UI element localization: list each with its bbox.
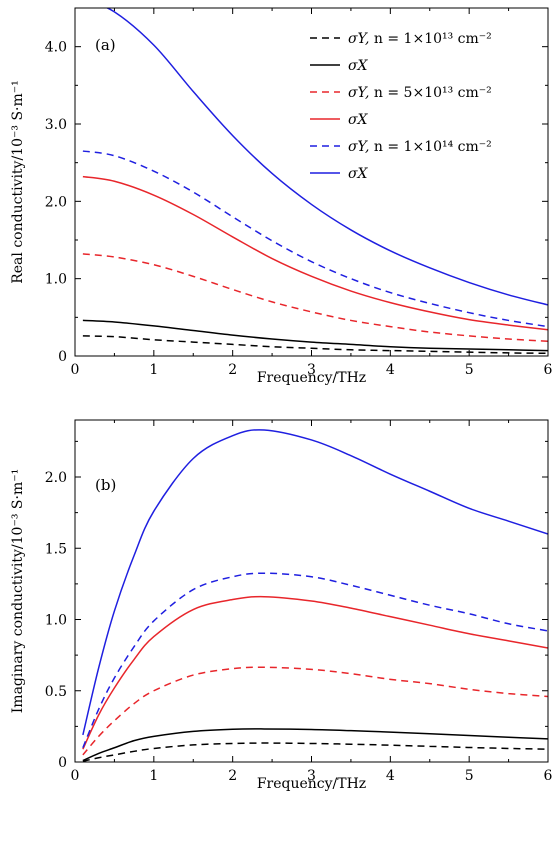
series-line-0	[82, 742, 548, 762]
chart-panel-1: 0 1 2 3 4 5 6 0 0.5 1.0 1.5 2.0 Frequency/THz Imagina…	[10, 419, 553, 792]
y-tick-label: 2.0	[45, 470, 67, 486]
x-tick-label: 3	[307, 768, 316, 784]
plot-frame	[74, 7, 549, 357]
x-tick-label: 5	[465, 768, 474, 784]
y-tick-label: 1.0	[45, 613, 67, 629]
chart-panel-0: 0 1 2 3 4 5 6 0 1.0 2.0 3.0 4.0 Frequency/THz Real co…	[10, 7, 553, 386]
y-tick-label: 0	[58, 755, 67, 771]
series-line-5	[105, 8, 548, 306]
x-tick-label: 4	[386, 362, 395, 378]
x-tick-label: 2	[228, 362, 237, 378]
legend-entry-0: σY, n = 1×10¹³ cm⁻²	[348, 31, 492, 47]
series-line-0	[82, 335, 548, 355]
panel-label: (b)	[95, 476, 116, 494]
legend-symbol: σX	[348, 112, 369, 128]
series-line-4	[82, 150, 548, 328]
x-tick-label: 6	[544, 362, 553, 378]
series-line-1	[82, 319, 548, 352]
plot-frame	[74, 419, 549, 763]
series-line-3	[82, 175, 548, 331]
series-line-2	[82, 253, 548, 343]
y-tick-label: 2.0	[45, 194, 67, 210]
x-tick-label: 4	[386, 768, 395, 784]
series-line-1	[82, 728, 548, 762]
series-line-3	[82, 595, 548, 750]
legend-entry-5: σX	[348, 166, 369, 182]
x-tick-label: 1	[149, 362, 158, 378]
series-line-4	[82, 572, 548, 749]
x-tick-label: 3	[307, 362, 316, 378]
y-tick-label: 1.0	[45, 272, 67, 288]
legend-entry-1: σX	[348, 58, 369, 74]
series-line-2	[82, 666, 548, 756]
y-tick-label: 0.5	[45, 684, 67, 700]
y-tick-label: 4.0	[45, 40, 67, 56]
legend-density: n = 5×10¹³ cm⁻²	[374, 85, 492, 101]
legend-entry-3: σX	[348, 112, 369, 128]
legend: σY, n = 1×10¹³ cm⁻² σX σY, n = 5×10¹³ cm⁻²…	[310, 31, 492, 182]
legend-symbol: σY,	[348, 139, 374, 155]
x-tick-label: 0	[71, 362, 80, 378]
y-tick-label: 0	[58, 349, 67, 365]
legend-symbol: σY,	[348, 85, 374, 101]
x-axis-label: Frequency/THz	[257, 370, 366, 386]
legend-entry-2: σY, n = 5×10¹³ cm⁻²	[348, 85, 492, 101]
y-axis-label: Imaginary conductivity/10⁻³ S·m⁻¹	[10, 469, 26, 713]
x-axis-label: Frequency/THz	[257, 776, 366, 792]
panel-label: (a)	[95, 36, 116, 54]
legend-density: n = 1×10¹⁴ cm⁻²	[374, 139, 492, 155]
y-tick-label: 3.0	[45, 117, 67, 133]
legend-entry-4: σY, n = 1×10¹⁴ cm⁻²	[348, 139, 492, 155]
legend-symbol: σY,	[348, 31, 374, 47]
x-tick-label: 0	[71, 768, 80, 784]
y-axis-label: Real conductivity/10⁻³ S·m⁻¹	[10, 80, 26, 284]
series-group	[82, 8, 548, 355]
x-tick-label: 2	[228, 768, 237, 784]
x-tick-label: 6	[544, 768, 553, 784]
series-line-5	[82, 429, 548, 736]
legend-symbol: σX	[348, 58, 369, 74]
y-tick-label: 1.5	[45, 541, 67, 557]
x-tick-label: 1	[149, 768, 158, 784]
x-tick-label: 5	[465, 362, 474, 378]
series-group	[82, 429, 548, 762]
legend-symbol: σX	[348, 166, 369, 182]
legend-density: n = 1×10¹³ cm⁻²	[374, 31, 492, 47]
